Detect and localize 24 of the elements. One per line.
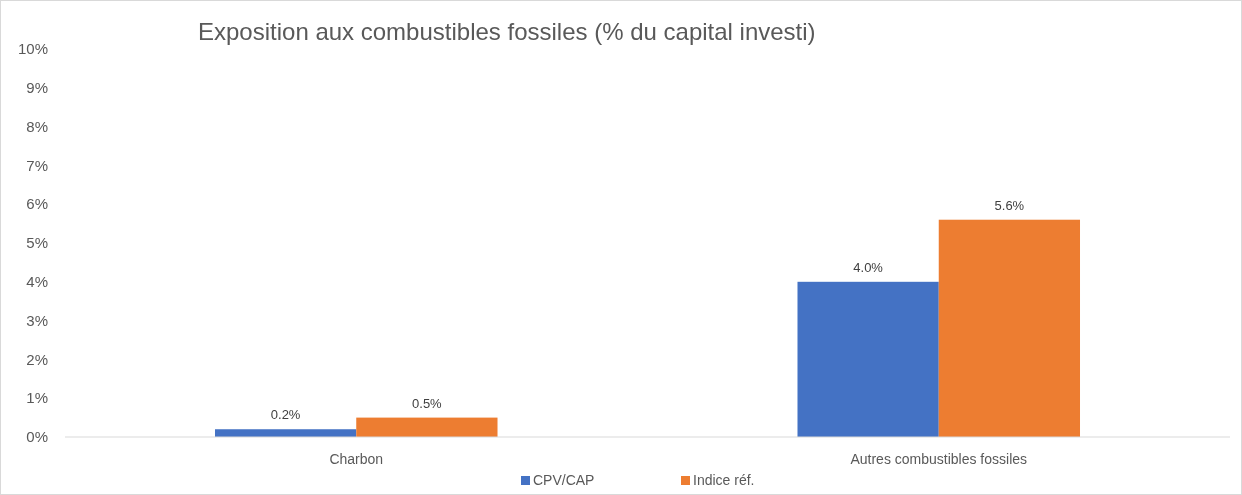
chart-title: Exposition aux combustibles fossiles (% du capital investi) — [198, 18, 816, 45]
y-tick-label: 10% — [17, 40, 48, 58]
bar — [797, 281, 939, 437]
y-tick-label: 3% — [26, 311, 48, 329]
y-tick-label: 5% — [26, 234, 48, 252]
bar — [356, 417, 498, 437]
y-tick-label: 8% — [26, 117, 48, 135]
y-tick-label: 1% — [26, 389, 48, 407]
data-label: 0.2% — [270, 407, 301, 423]
data-label: 0.5% — [412, 395, 443, 411]
x-tick-label: Autres combustibles fossiles — [850, 451, 1028, 467]
bar — [214, 429, 357, 437]
x-tick-label: Charbon — [329, 451, 384, 467]
y-tick-label: 9% — [26, 79, 48, 97]
bar — [938, 219, 1081, 437]
legend-label: CPV/CAP — [533, 472, 595, 488]
y-tick-label: 4% — [26, 273, 48, 291]
data-label: 4.0% — [853, 259, 884, 275]
y-tick-label: 0% — [26, 428, 48, 446]
y-tick-label: 7% — [26, 156, 48, 174]
y-tick-label: 6% — [26, 195, 48, 213]
legend-label: Indice réf. — [693, 472, 755, 488]
y-tick-label: 2% — [26, 350, 48, 368]
data-label: 5.6% — [994, 197, 1025, 213]
